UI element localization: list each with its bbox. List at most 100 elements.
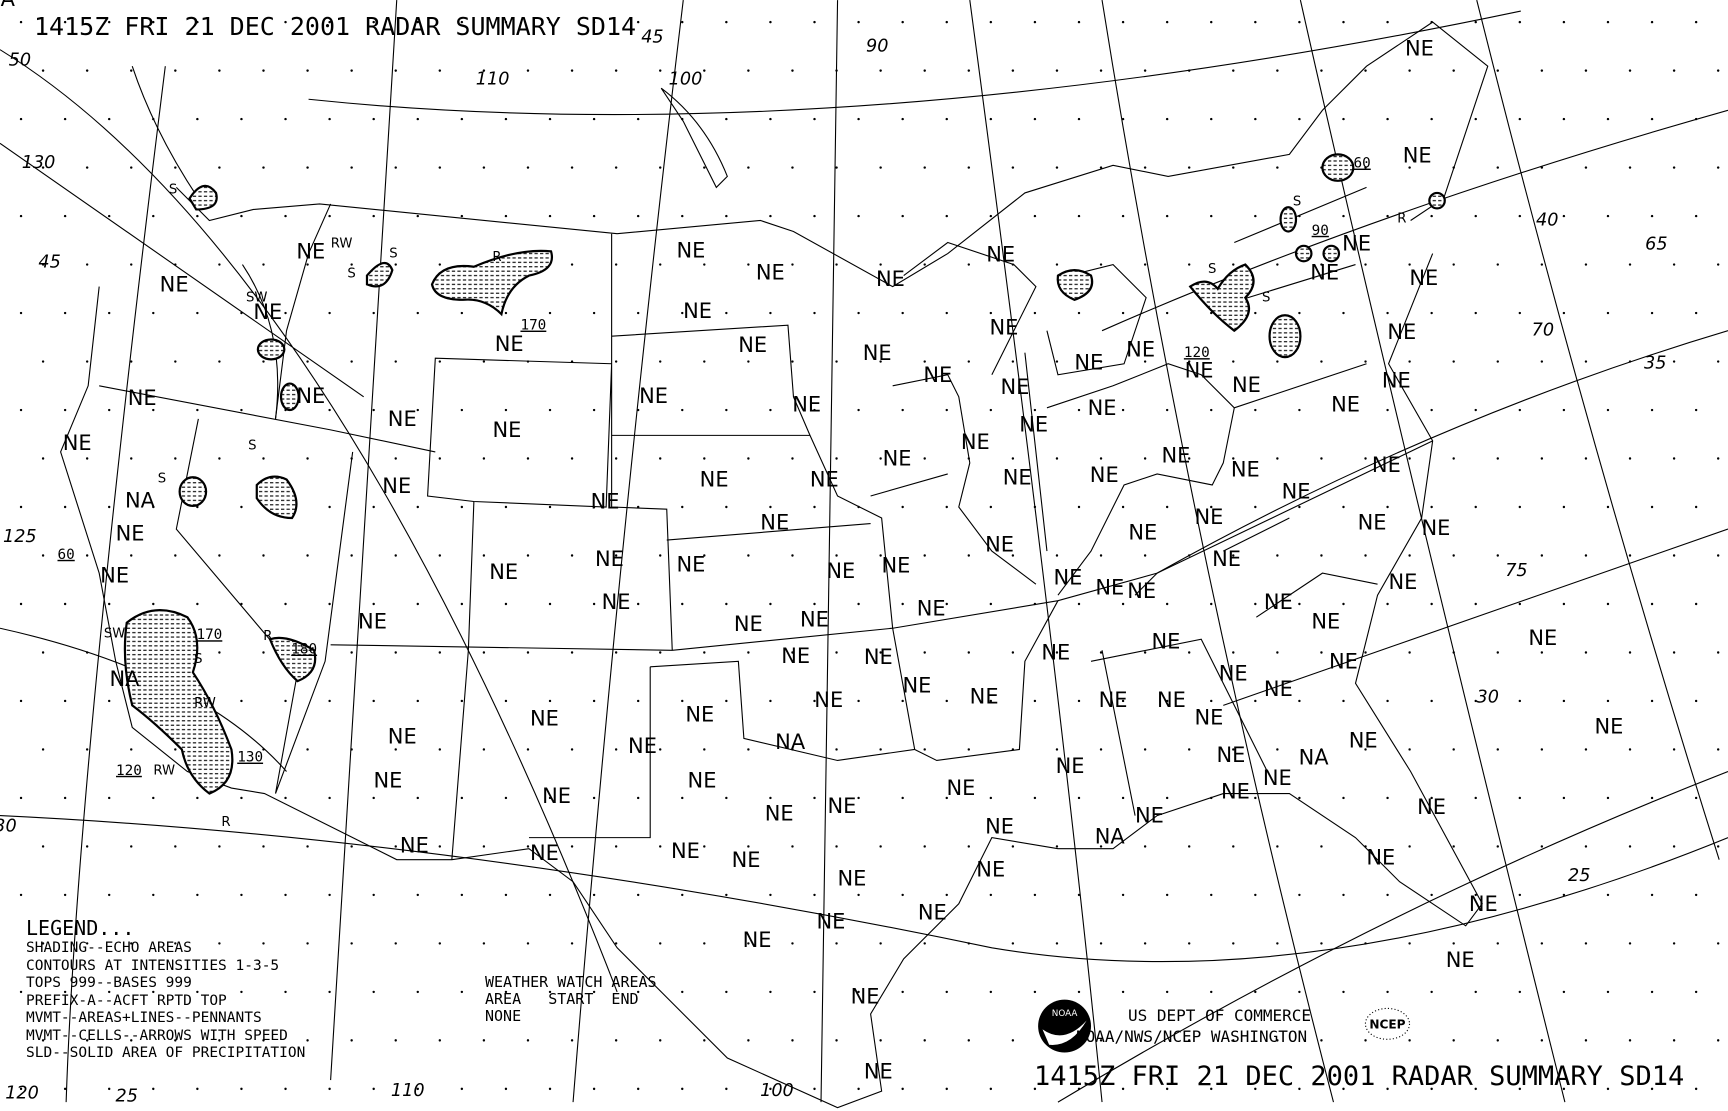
legend-line: TOPS 999--BASES 999: [26, 975, 192, 991]
graticule-label: 25: [1568, 866, 1590, 886]
graticule-label: 70: [1532, 321, 1554, 341]
graticule-label: 110: [476, 69, 510, 89]
no-echoes-label: NE: [358, 610, 387, 634]
no-echoes-label: NE: [639, 384, 668, 408]
echo-type-label: SW: [246, 291, 267, 306]
no-echoes-label: NE: [923, 363, 952, 387]
no-echoes-label: NE: [296, 239, 325, 263]
echo-type-label: R: [492, 250, 501, 265]
no-echoes-label: NE: [1157, 688, 1186, 712]
graticule-label: 35: [1644, 354, 1666, 374]
no-echoes-label: NE: [373, 768, 402, 792]
echo-area: [1188, 263, 1255, 333]
not-available-label: NA: [775, 730, 806, 754]
no-echoes-label: NE: [1135, 804, 1164, 828]
no-echoes-label: NE: [1221, 779, 1250, 803]
no-echoes-label: NE: [1310, 260, 1339, 284]
no-echoes-label: NE: [990, 315, 1019, 339]
no-echoes-label: NE: [542, 784, 571, 808]
no-echoes-label: NE: [1528, 626, 1557, 650]
no-echoes-label: NE: [1001, 375, 1030, 399]
no-echoes-label: NE: [489, 560, 518, 584]
no-echoes-label: NE: [602, 590, 631, 614]
echo-top-label: 60: [1354, 156, 1371, 172]
legend-line: MVMT--AREAS+LINES--PENNANTS: [26, 1010, 262, 1026]
no-echoes-label: NE: [851, 984, 880, 1008]
not-available-label: NA: [110, 667, 141, 691]
no-echoes-label: NE: [876, 267, 905, 291]
no-echoes-label: NE: [760, 511, 789, 535]
echo-areas: [123, 153, 1446, 795]
not-available-label: NA: [125, 489, 156, 513]
ncep-logo-text: NCEP: [1369, 1017, 1405, 1031]
echo-top-label: 90: [1312, 223, 1329, 239]
no-echoes-label: NE: [1331, 393, 1360, 417]
echo-type-label: R: [263, 629, 272, 644]
echo-top-label: 170: [196, 627, 222, 643]
no-echoes-label: NE: [732, 848, 761, 872]
no-echoes-label: NE: [743, 928, 772, 952]
echo-type-label: RW: [331, 237, 353, 252]
echo-type-labels: S S S R R S SW S RW S R S SW S RW RW R S: [104, 183, 1407, 831]
header-title: 1415Z FRI 21 DEC 2001 RADAR SUMMARY SD14: [34, 12, 637, 41]
no-echoes-label: NE: [917, 596, 946, 620]
no-echoes-label: NE: [1231, 458, 1260, 482]
echo-area: [178, 476, 208, 508]
no-echoes-label: NE: [1212, 547, 1241, 571]
no-echoes-label: NE: [1195, 505, 1224, 529]
no-echoes-label: NE: [810, 468, 839, 492]
no-echoes-label: NE: [700, 468, 729, 492]
no-echoes-label: NE: [756, 260, 785, 284]
no-echoes-label: NE: [1232, 373, 1261, 397]
no-echoes-label: NE: [1387, 320, 1416, 344]
watch-value: NONE: [485, 1007, 522, 1025]
no-echoes-label: NE: [1088, 396, 1117, 420]
graticule-label: 110: [391, 1081, 425, 1101]
footer-title: 1415Z FRI 21 DEC 2001 RADAR SUMMARY SD14: [1034, 1061, 1685, 1092]
no-echoes-label: NE: [837, 867, 866, 891]
no-echoes-label: NE: [1342, 232, 1371, 256]
no-echoes-label: NE: [814, 688, 843, 712]
no-echoes-label: NE: [1128, 520, 1157, 544]
no-echoes-label: NE: [1264, 590, 1293, 614]
graticule-labels: 50 130 45 125 120 25 110 100 90 45 40 65 70 35 75 30 25 1…: [0, 28, 1668, 1107]
no-echoes-label: NE: [382, 474, 411, 498]
echo-type-label: S: [389, 247, 397, 262]
echo-top-label: 120: [1184, 345, 1210, 361]
echo-type-label: S: [194, 652, 202, 667]
legend-line: MVMT--CELLS--ARROWS WITH SPEED: [26, 1027, 288, 1044]
echo-area: [268, 636, 317, 683]
no-echoes-label: NE: [1185, 358, 1214, 382]
echo-top-label: 130: [237, 750, 263, 766]
agency-line1: US DEPT OF COMMERCE: [1128, 1006, 1312, 1025]
no-echoes-label: NE: [296, 384, 325, 408]
no-echoes-label: NE: [495, 332, 524, 356]
echo-top-label: 120: [116, 763, 142, 779]
no-echoes-label: NE: [591, 490, 620, 514]
no-echoes-label: NE: [1382, 368, 1411, 392]
no-echoes-label: NE: [781, 644, 810, 668]
no-echoes-label: NE: [493, 418, 522, 442]
echo-area: [255, 475, 298, 520]
no-echoes-label: NE: [160, 273, 189, 297]
no-echoes-label: NE: [1469, 892, 1498, 916]
graticule-label: 90: [866, 36, 888, 56]
no-echoes-label: NE: [738, 333, 767, 357]
no-echoes-label: NE: [116, 522, 145, 546]
no-echoes-label: NE: [1217, 743, 1246, 767]
no-echoes-label: NE: [128, 386, 157, 410]
watch-title: WEATHER WATCH AREAS: [485, 973, 657, 991]
no-echoes-label: NE: [976, 858, 1005, 882]
watch-columns: AREA START END: [485, 990, 639, 1008]
graticule-label: 30: [1477, 688, 1499, 708]
echo-area: [365, 261, 394, 288]
not-available-label: NA: [0, 0, 16, 11]
no-echoes-label: NE: [1282, 480, 1311, 504]
no-echoes-label: NE: [400, 833, 429, 857]
region-labels: NE NE NE NE NE NE NE NE NE NE NE NE NE NE NE NE NE NE NE NE…: [0, 0, 1623, 1083]
no-echoes-label: NE: [864, 1059, 893, 1083]
echo-top-label: 180: [291, 642, 317, 658]
echo-area: [1321, 153, 1355, 182]
noaa-logo-text: NOAA: [1052, 1009, 1078, 1019]
